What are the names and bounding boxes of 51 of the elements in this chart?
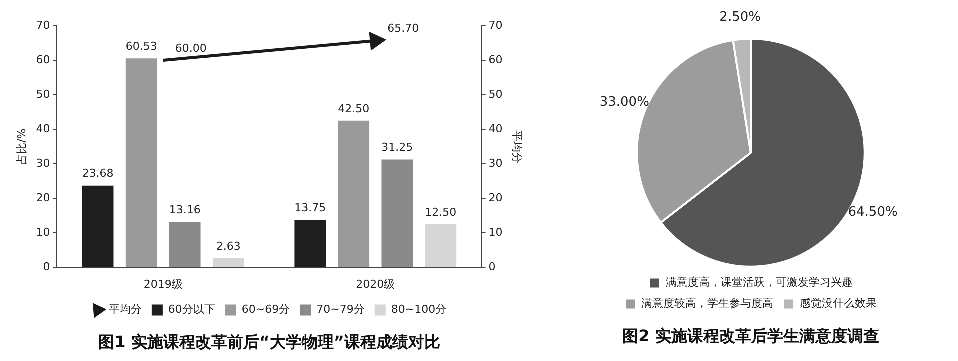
legend-label: 感觉没什么效果 (800, 297, 877, 310)
data-label: 13.75 (294, 202, 326, 214)
legend-label: 60分以下 (168, 303, 216, 316)
data-label: 64.50% (848, 205, 898, 220)
y-tick-label: 60 (36, 53, 50, 66)
legend-label: 60~69分 (242, 303, 290, 316)
y2-axis-title: 平均分 (510, 130, 524, 164)
y-tick-label: 40 (36, 122, 50, 136)
bar (82, 186, 114, 268)
y2-tick-label: 0 (488, 260, 496, 274)
x-tick-label: 2019级 (144, 278, 183, 292)
data-label: 13.16 (169, 204, 201, 217)
data-label: 60.53 (126, 40, 158, 54)
legend-label: 平均分 (108, 303, 142, 316)
bar (382, 160, 414, 268)
data-label: 2.50% (720, 10, 761, 25)
y-tick-label: 20 (36, 191, 50, 204)
bar (126, 58, 158, 268)
y2-tick-label: 10 (488, 226, 503, 239)
y-tick-label: 10 (36, 226, 50, 239)
y2-tick-label: 50 (488, 88, 503, 101)
data-label: 31.25 (382, 141, 414, 154)
data-label: 2.63 (216, 240, 241, 253)
data-label: 33.00% (600, 95, 650, 110)
y-axis-title: 占比/% (15, 128, 28, 165)
bar (294, 220, 326, 268)
bar (169, 222, 201, 268)
y-tick-label: 30 (36, 156, 50, 170)
y-tick-label: 50 (36, 88, 50, 101)
bar (338, 120, 370, 268)
y2-tick-label: 30 (488, 156, 503, 170)
data-label: 65.70 (388, 22, 420, 36)
x-tick-label: 2020级 (356, 278, 396, 292)
data-label: 42.50 (338, 102, 370, 116)
legend-label: 70~79分 (316, 303, 365, 316)
bar (425, 224, 457, 268)
data-label: 12.50 (425, 206, 457, 219)
legend-label: 满意度较高，学生参与度高 (642, 297, 774, 310)
text: 图2 实施课程改革后学生满意度调查 (622, 326, 880, 346)
data-label: 23.68 (82, 167, 114, 180)
data-label: 60.00 (175, 42, 207, 55)
y-tick-label: 0 (43, 260, 50, 274)
bar (212, 258, 244, 268)
legend-label: 80~100分 (391, 303, 447, 316)
legend-label: 满意度高，课堂活跃，可激发学习兴趣 (666, 276, 853, 290)
y-tick-label: 70 (36, 18, 50, 32)
text: 图1 实施课程改革前后“大学物理”课程成绩对比 (98, 332, 440, 352)
y2-tick-label: 70 (488, 18, 503, 32)
y2-tick-label: 20 (488, 191, 503, 204)
y2-tick-label: 40 (488, 122, 503, 136)
y2-tick-label: 60 (488, 53, 503, 66)
